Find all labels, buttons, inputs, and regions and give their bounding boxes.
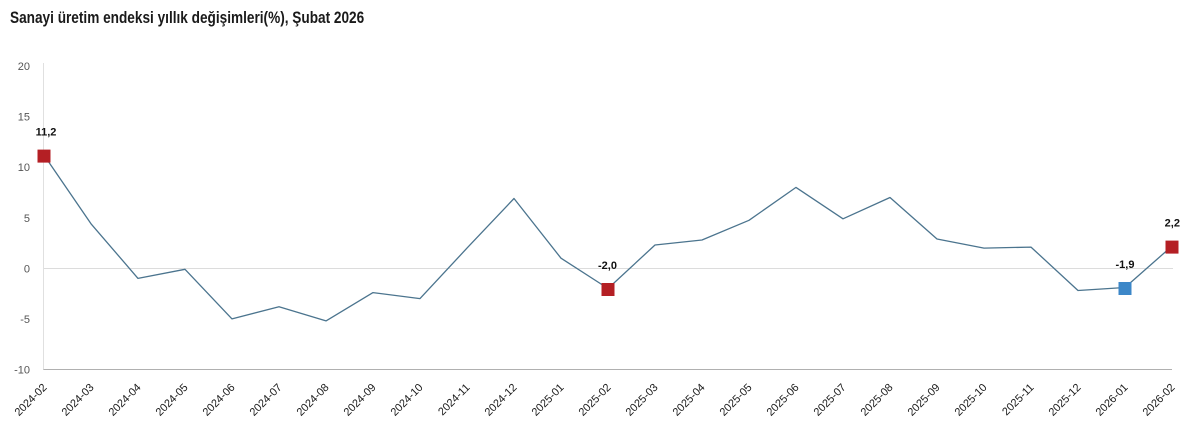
svg-text:15: 15 (18, 112, 30, 124)
svg-text:10: 10 (18, 162, 30, 174)
svg-text:-1,9: -1,9 (1116, 259, 1135, 271)
svg-text:0: 0 (24, 263, 30, 275)
svg-text:11,2: 11,2 (36, 127, 57, 139)
svg-text:20: 20 (18, 61, 30, 73)
svg-text:-5: -5 (20, 314, 30, 326)
svg-text:-2,0: -2,0 (598, 260, 617, 272)
svg-text:5: 5 (24, 213, 30, 225)
svg-text:-10: -10 (14, 364, 30, 376)
svg-text:Sanayi üretim endeksi yıllık d: Sanayi üretim endeksi yıllık değişimleri… (10, 8, 364, 27)
svg-text:2,2: 2,2 (1165, 218, 1180, 230)
